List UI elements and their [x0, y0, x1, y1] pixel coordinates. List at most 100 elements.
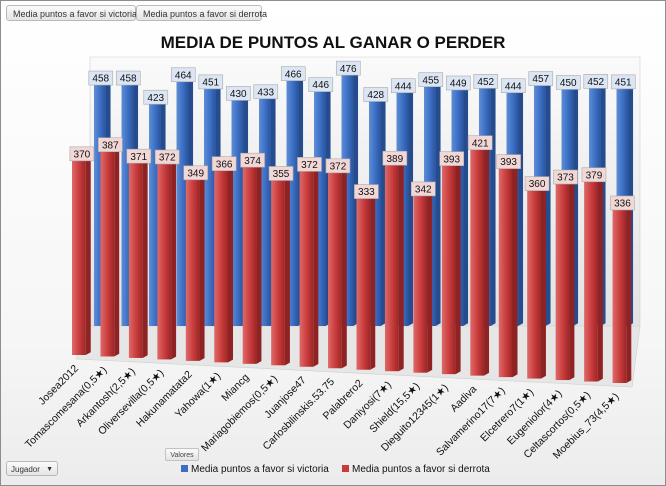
bar-derrota-6-side	[256, 154, 262, 364]
field-button-victoria[interactable]: Media puntos a favor si victoria	[6, 5, 137, 21]
row-field-label: Jugador	[11, 465, 40, 474]
label-victoria-19-box	[610, 74, 636, 90]
label-derrota-7-box	[268, 166, 294, 181]
label-derrota-0-box	[69, 146, 95, 162]
bar-derrota-14-side	[484, 136, 490, 376]
bar-derrota-13	[441, 155, 456, 375]
label-derrota-8-box	[297, 157, 322, 172]
label-derrota-15-box	[496, 154, 521, 169]
bar-derrota-3	[157, 154, 172, 360]
label-derrota-13-box	[439, 151, 465, 166]
bar-derrota-18-side	[597, 169, 603, 382]
label-victoria-18: 452	[587, 77, 604, 88]
bar-derrota-0	[72, 150, 86, 355]
label-victoria-8-box	[308, 77, 334, 92]
bar-victoria-4	[204, 82, 216, 326]
label-victoria-17: 450	[560, 78, 577, 89]
field-button-derrota[interactable]: Media puntos a favor si derrota	[136, 5, 267, 21]
bar-derrota-15-side	[512, 155, 518, 378]
bar-derrota-9	[328, 162, 342, 369]
bar-derrota-19-side	[626, 197, 632, 383]
chart-title: MEDIA DE PUNTOS AL GANAR O PERDER	[161, 33, 506, 52]
label-derrota-11-box	[382, 150, 408, 166]
bar-derrota-15	[498, 158, 513, 378]
label-victoria-14: 452	[477, 77, 494, 88]
bar-derrota-16-side	[540, 177, 546, 379]
label-victoria-12-box	[418, 72, 444, 87]
bar-victoria-5	[231, 94, 244, 326]
label-victoria-18-box	[583, 74, 609, 89]
bar-victoria-12-side	[435, 77, 441, 327]
label-victoria-1: 458	[120, 74, 137, 85]
label-derrota-15: 393	[500, 157, 517, 168]
label-derrota-14-box	[467, 135, 493, 151]
bar-derrota-17-side	[569, 171, 575, 381]
label-derrota-7: 355	[273, 169, 290, 180]
bar-derrota-3-side	[171, 151, 177, 360]
label-victoria-15: 444	[505, 81, 522, 92]
bar-victoria-0	[94, 79, 106, 326]
label-derrota-19: 336	[614, 199, 631, 210]
label-victoria-5-box	[225, 86, 251, 101]
label-derrota-2: 371	[130, 152, 147, 163]
row-field-dropdown[interactable]: Jugador ▼	[6, 461, 58, 476]
bar-victoria-7	[286, 74, 299, 326]
label-victoria-11-box	[390, 78, 416, 94]
label-victoria-9-box	[335, 60, 361, 76]
label-derrota-1: 387	[102, 140, 119, 151]
bar-derrota-7-side	[284, 167, 290, 366]
label-victoria-4-box	[198, 74, 224, 90]
values-field-button[interactable]: Valores	[165, 448, 199, 461]
bar-derrota-12	[413, 185, 428, 373]
bar-victoria-13-side	[463, 81, 469, 327]
bar-derrota-12-side	[427, 183, 433, 373]
legend-swatch-victoria	[181, 465, 188, 472]
bar-derrota-2-side	[142, 150, 148, 358]
label-victoria-0: 458	[92, 74, 109, 85]
label-derrota-18: 379	[586, 170, 603, 181]
label-victoria-7-box	[280, 66, 306, 81]
label-victoria-14-box	[473, 74, 499, 89]
bar-derrota-8	[299, 161, 314, 367]
bar-derrota-10-side	[370, 185, 376, 370]
bar-derrota-10	[356, 188, 371, 370]
label-victoria-13: 449	[450, 79, 467, 90]
label-victoria-16-box	[528, 71, 554, 86]
label-derrota-10-box	[354, 184, 379, 199]
label-derrota-18-box	[581, 167, 607, 183]
label-derrota-2-box	[126, 148, 152, 164]
label-victoria-17-box	[555, 75, 581, 90]
chevron-down-icon: ▼	[46, 466, 53, 473]
label-victoria-16: 457	[532, 74, 549, 85]
label-derrota-17-box	[553, 169, 578, 185]
label-victoria-4: 451	[202, 77, 219, 88]
bar-derrota-6	[242, 157, 257, 364]
label-victoria-12: 455	[422, 75, 439, 86]
bar-derrota-14	[470, 139, 485, 376]
label-derrota-10: 333	[358, 187, 375, 198]
bar-derrota-2	[128, 153, 143, 358]
label-victoria-10: 428	[367, 90, 384, 101]
label-victoria-5: 430	[230, 89, 247, 100]
bar-derrota-18	[584, 171, 598, 382]
label-victoria-10-box	[363, 87, 389, 102]
bar-derrota-16	[527, 180, 541, 379]
bar-derrota-7	[271, 170, 285, 366]
bar-derrota-11	[384, 155, 399, 372]
label-derrota-9-box	[325, 158, 351, 174]
bar-derrota-11-side	[398, 152, 404, 372]
label-victoria-3-box	[170, 67, 196, 83]
label-derrota-1-box	[98, 137, 123, 153]
bar-derrota-4-side	[199, 167, 205, 361]
label-derrota-16: 360	[529, 179, 546, 190]
label-victoria-15-box	[500, 78, 526, 94]
bar-derrota-4	[185, 169, 200, 361]
bar-victoria-1	[121, 79, 134, 326]
label-victoria-8: 446	[312, 80, 329, 91]
label-derrota-6-box	[240, 152, 265, 168]
bar-derrota-0-side	[85, 148, 91, 355]
label-derrota-8: 372	[301, 160, 318, 171]
label-victoria-2-box	[143, 89, 169, 105]
label-derrota-17: 373	[557, 173, 574, 184]
label-victoria-6: 433	[257, 87, 274, 98]
